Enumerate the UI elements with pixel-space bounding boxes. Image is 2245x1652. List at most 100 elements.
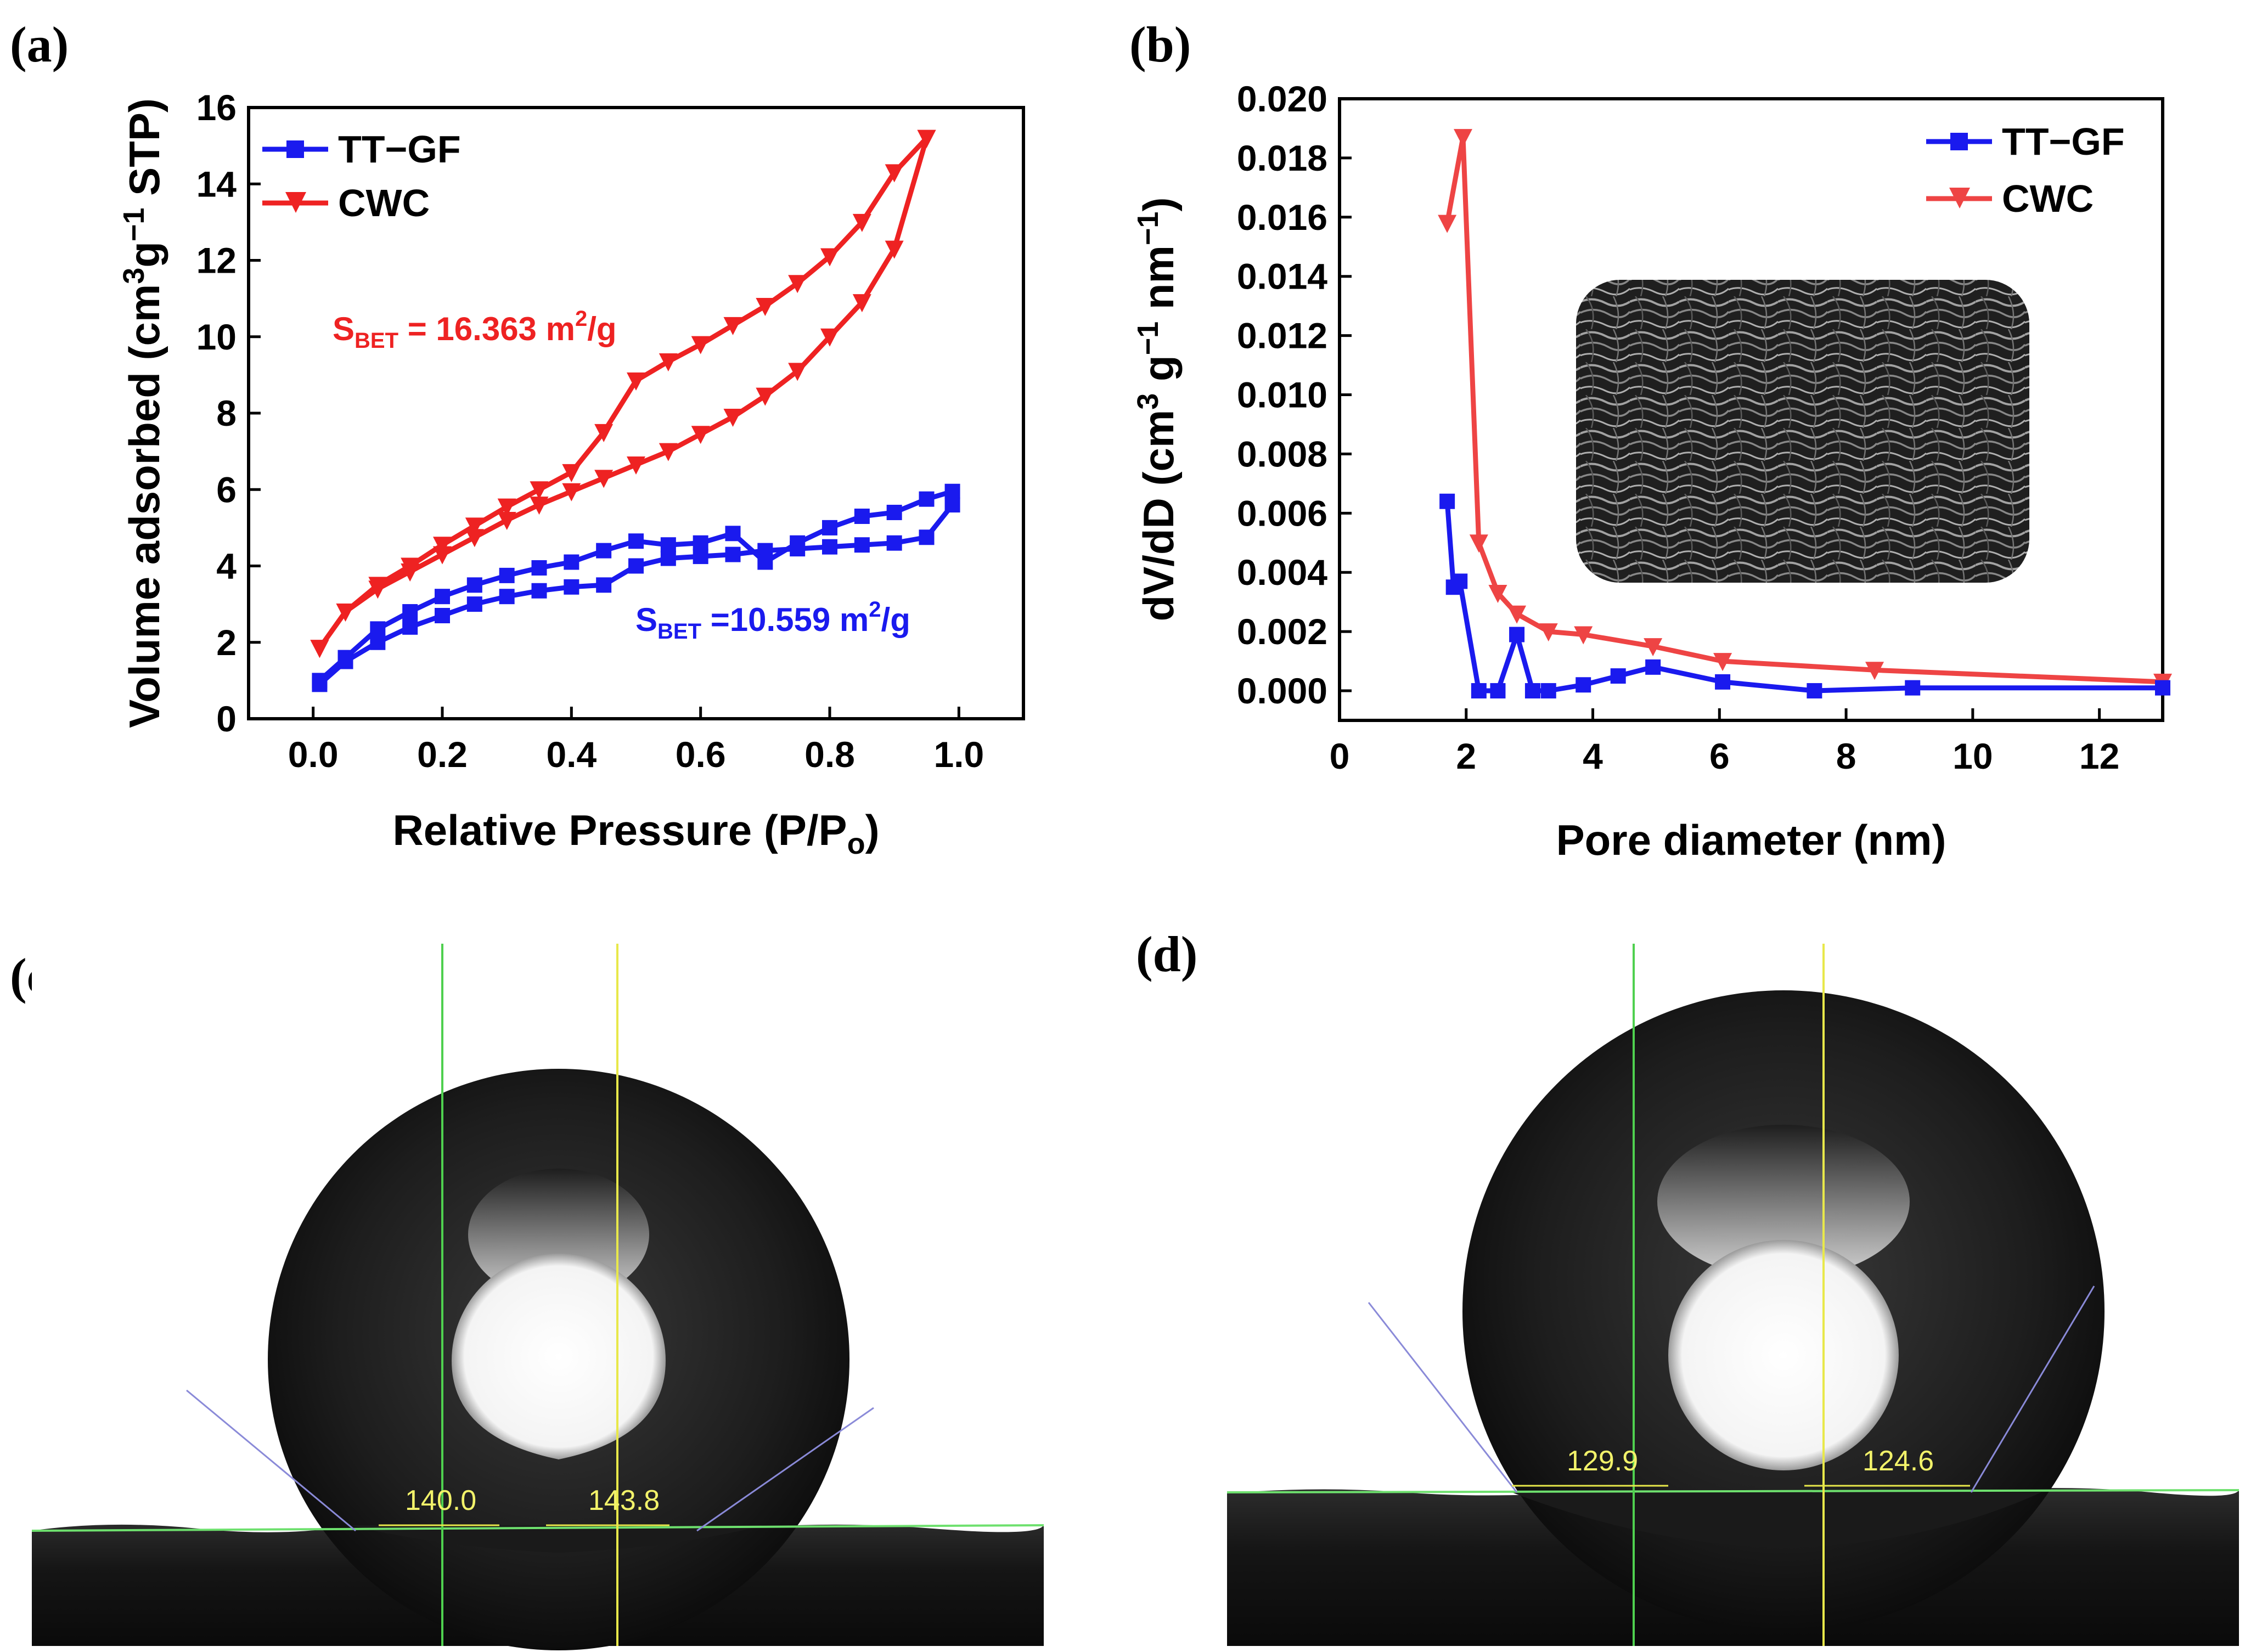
tt-gf-desorption-point — [660, 537, 676, 553]
x-axis-label-b: Pore diameter (nm) — [1556, 816, 1946, 864]
tt-gf-desorption-point — [886, 505, 902, 521]
cwc-desorption-point — [820, 248, 839, 267]
annotation-sbet-tt-gf: SBET =10.559 m2/g — [635, 597, 910, 644]
a-x-tick-label: 0.8 — [804, 734, 855, 775]
plot-frame-b — [1338, 97, 2164, 722]
b-y-tick-label: 0.010 — [1237, 375, 1327, 415]
tt-gf-desorption-point — [919, 491, 935, 507]
a-x-tick-label: 1.0 — [933, 734, 984, 775]
tt-gf-adsorption-point — [822, 539, 837, 555]
a-y-tick-label: 2 — [216, 622, 237, 663]
b-y-tick-label: 0.000 — [1237, 670, 1327, 711]
legend-label-tt-gf: TT−GF — [338, 128, 461, 171]
cwc-b-point — [1469, 534, 1488, 553]
tt-gf-b-point — [1540, 683, 1556, 699]
cwc-adsorption-point — [756, 387, 775, 406]
baseline-c — [31, 1524, 1044, 1532]
tt-gf-desorption-point — [596, 543, 612, 559]
cwc-desorption-point — [497, 498, 516, 517]
tangent-left-c — [186, 1389, 356, 1532]
tt-gf-adsorption-point — [693, 549, 708, 565]
cwc-adsorption-point — [723, 408, 742, 427]
b-y-tick-label: 0.018 — [1237, 138, 1327, 178]
tt-gf-b-point — [1509, 627, 1525, 642]
b-y-tick-label: 0.012 — [1237, 315, 1327, 356]
cwc-b-point — [1865, 662, 1884, 680]
chart-a: 0.0 0.2 0.4 0.6 0.8 1.0 0 2 4 6 8 10 12 14 16 TT−GF CW… — [117, 87, 1025, 860]
tt-gf-b-point — [1715, 674, 1731, 690]
tt-gf-desorption-point — [757, 554, 773, 570]
cwc-desorption-point — [917, 129, 936, 148]
cwc-desorption-point — [562, 464, 581, 482]
tt-gf-adsorption-point — [725, 546, 741, 562]
contact-angle-image-c: 140.0 143.8 — [31, 944, 1044, 1650]
tt-gf-b-point — [2155, 680, 2170, 696]
legend-label-tt-gf-b: TT−GF — [2002, 120, 2125, 163]
cwc-desorption-point — [594, 424, 614, 442]
cwc-b-point — [1574, 626, 1593, 645]
cwc-adsorption-point — [465, 529, 484, 548]
tangent-right-d — [1970, 1285, 2095, 1493]
tt-gf-adsorption-line — [318, 503, 955, 686]
cwc-desorption-point — [756, 298, 775, 317]
tt-gf-adsorption-point — [499, 589, 515, 605]
a-y-tick-label: 4 — [216, 546, 237, 587]
cwc-desorption-point — [852, 213, 871, 232]
tt-gf-desorption-point — [944, 483, 960, 499]
panel-label-b: (b) — [1129, 16, 1191, 72]
y-axis-label-a: Volume adsorbed (cm3g−1 STP) — [117, 98, 168, 728]
baseline-d — [1226, 1489, 2240, 1493]
chart-b: 0 2 4 6 8 10 12 0.000 0.002 0.004 0.006 0.008 0.010 0… — [1132, 78, 2172, 864]
a-x-tick-label: 0.6 — [676, 734, 726, 775]
tt-gf-adsorption-point — [886, 535, 902, 551]
cwc-adsorption-point — [497, 511, 516, 530]
tt-gf-b-point — [1524, 683, 1540, 699]
cwc-desorption-point — [433, 537, 452, 555]
tt-gf-b-point — [1471, 683, 1487, 699]
cwc-adsorption-point — [530, 497, 549, 515]
b-x-tick-label: 10 — [1953, 736, 1993, 776]
cwc-desorption-point — [691, 336, 710, 354]
a-y-tick-label: 8 — [216, 393, 237, 433]
tt-gf-desorption-point — [402, 604, 418, 620]
a-y-tick-label: 0 — [216, 698, 237, 739]
a-y-tick-label: 10 — [196, 317, 237, 357]
tt-gf-adsorption-point — [370, 634, 386, 650]
tt-gf-adsorption-point — [466, 596, 482, 612]
tt-gf-adsorption-point — [564, 579, 579, 595]
cwc-desorption-point — [885, 164, 904, 183]
b-y-tick-label: 0.020 — [1237, 78, 1327, 119]
tt-gf-adsorption-point — [435, 608, 450, 624]
cwc-desorption-point — [465, 517, 484, 536]
a-y-tick-label: 6 — [216, 469, 237, 510]
cwc-adsorption-point — [627, 456, 645, 475]
tt-gf-desorption-point — [499, 567, 515, 583]
b-x-tick-label: 12 — [2079, 736, 2119, 776]
tt-gf-adsorption-point — [628, 558, 644, 574]
tangent-right-c — [696, 1407, 874, 1532]
b-y-tick-label: 0.008 — [1237, 433, 1327, 474]
tt-gf-b-point — [1439, 493, 1455, 509]
tt-gf-desorption-point — [370, 621, 386, 637]
tt-gf-adsorption-point — [919, 529, 935, 545]
b-y-tick-label: 0.004 — [1237, 552, 1327, 593]
sem-inset-image — [1576, 280, 2029, 583]
b-y-tick-label: 0.002 — [1237, 611, 1327, 652]
contact-angle-right-d: 124.6 — [1863, 1445, 1934, 1477]
cwc-b-point — [1644, 638, 1663, 657]
tt-gf-b-point — [1807, 683, 1822, 699]
tt-gf-adsorption-point — [854, 537, 870, 553]
b-x-tick-label: 0 — [1330, 736, 1350, 776]
a-y-tick-label: 16 — [196, 87, 237, 128]
tt-gf-b-point — [1576, 677, 1591, 693]
tt-gf-desorption-point — [466, 577, 482, 593]
cwc-adsorption-point — [594, 470, 614, 488]
cwc-desorption-point — [310, 640, 329, 658]
cwc-desorption-point — [788, 275, 807, 294]
panel-label-d: (d) — [1136, 926, 1197, 982]
legend-marker-cwc — [285, 192, 306, 213]
cwc-desorption-point — [627, 372, 645, 391]
tt-gf-b-point — [1610, 668, 1626, 684]
legend-marker-tt-gf-b — [1950, 133, 1968, 150]
tangent-left-d — [1368, 1302, 1518, 1493]
